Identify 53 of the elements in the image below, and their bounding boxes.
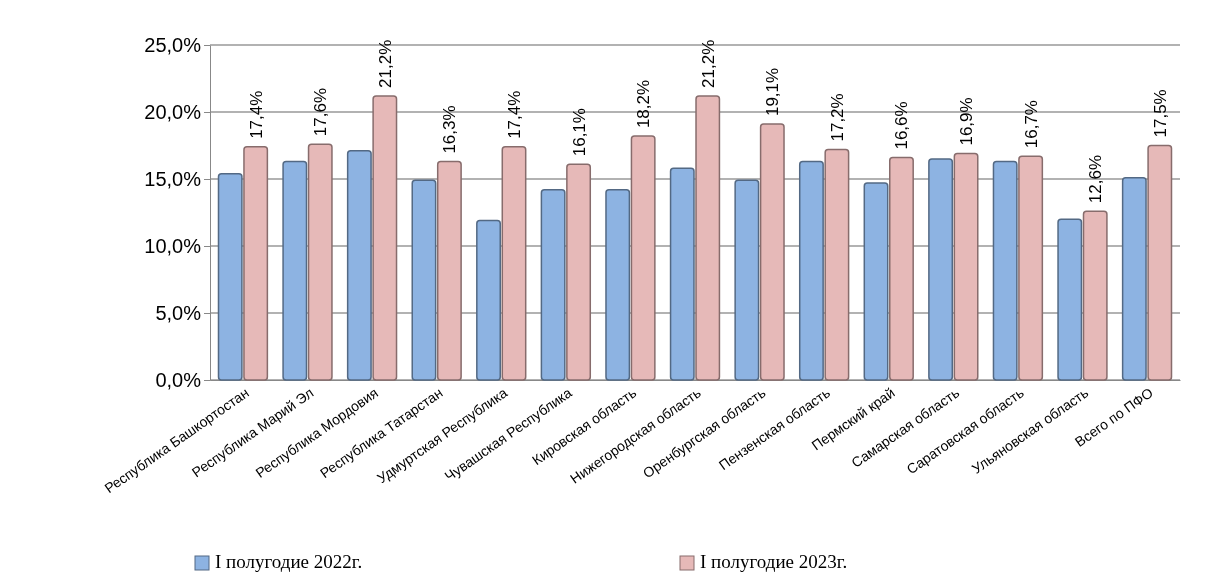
y-tick-label: 20,0%: [144, 100, 202, 123]
y-tick-label: 0,0%: [155, 368, 202, 391]
y-tick-label: 15,0%: [144, 167, 202, 190]
bar: [243, 146, 269, 381]
bar: [695, 95, 721, 381]
data-label: 19,1%: [763, 67, 783, 117]
bar: [540, 188, 566, 381]
legend-label: I полугодие 2022г.: [215, 551, 363, 572]
bar: [669, 167, 695, 381]
data-label: 16,3%: [440, 105, 460, 154]
data-label: 18,2%: [634, 79, 654, 129]
data-label: 21,2%: [375, 39, 395, 88]
data-label: 17,5%: [1150, 89, 1170, 138]
bar: [346, 150, 372, 381]
bar: [566, 163, 592, 381]
bar: [1082, 210, 1108, 381]
bar: [953, 152, 979, 381]
bar: [476, 219, 501, 381]
bar: [798, 160, 824, 381]
y-tick-label: 10,0%: [144, 234, 202, 257]
data-label: 21,2%: [698, 39, 718, 88]
data-label: 16,9%: [957, 97, 977, 146]
y-tick-label: 5,0%: [155, 301, 202, 324]
data-label: 12,6%: [1086, 154, 1106, 204]
bar: [307, 143, 333, 381]
bar: [436, 160, 462, 381]
legend-label: I полугодие 2023г.: [700, 551, 848, 572]
bar: [411, 179, 437, 381]
bar: [1121, 176, 1147, 381]
bar: [605, 188, 631, 381]
data-label: 17,6%: [311, 87, 331, 137]
bar: [282, 160, 308, 381]
bar: [1057, 218, 1083, 381]
y-tick-label: 25,0%: [144, 33, 202, 56]
bar: [1147, 144, 1173, 381]
bar: [217, 172, 243, 381]
data-label: 16,7%: [1021, 100, 1041, 149]
bar: [1018, 155, 1044, 381]
data-label: 17,4%: [246, 90, 266, 139]
bar: [992, 160, 1018, 381]
data-label: 17,4%: [504, 90, 524, 139]
bar: [759, 123, 785, 381]
bar: [824, 148, 850, 381]
data-label: 16,1%: [569, 108, 589, 157]
data-label: 16,6%: [892, 101, 912, 150]
bar: [889, 156, 914, 381]
data-label: 17,2%: [827, 93, 847, 142]
bar: [501, 146, 527, 381]
bar: [863, 182, 889, 381]
bar: [928, 158, 954, 381]
bar: [372, 95, 398, 381]
bar: [630, 135, 656, 381]
bar: [734, 179, 760, 381]
